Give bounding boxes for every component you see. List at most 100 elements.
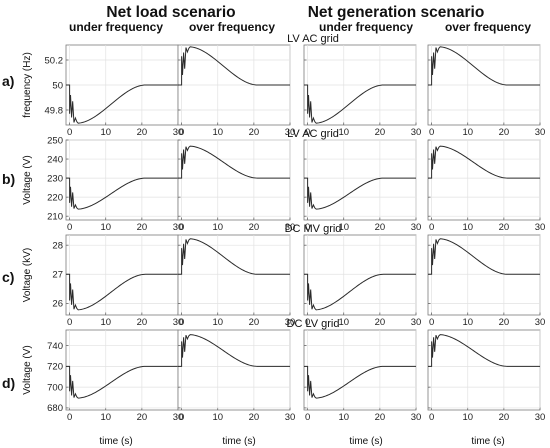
x-tick-label: 10	[462, 317, 473, 328]
column-header-over-frequency-2: over frequency	[445, 20, 531, 34]
y-tick-label: 210	[47, 211, 63, 222]
subplot-panel: 0 10 20 30	[177, 139, 295, 233]
y-axis-label: Voltage (V)	[22, 155, 33, 204]
x-tick-label: 30	[411, 317, 422, 328]
x-tick-label: 20	[499, 222, 510, 233]
x-tick-label: 0	[179, 412, 184, 423]
series-line	[304, 177, 416, 210]
scenario-title-net-generation: Net generation scenario	[308, 4, 485, 21]
x-tick-label: 10	[100, 317, 111, 328]
x-tick-label: 30	[285, 127, 296, 138]
y-axis-label: Voltage (kV)	[22, 248, 33, 302]
x-tick-label: 0	[305, 412, 310, 423]
x-tick-label: 0	[179, 127, 184, 138]
plot-frame	[177, 234, 291, 316]
x-tick-label: 0	[67, 222, 72, 233]
y-tick-label: 26	[52, 299, 63, 310]
plot-frame	[177, 139, 291, 221]
plot-frame	[65, 234, 179, 316]
y-tick-label: 220	[47, 192, 63, 203]
column-header-over-frequency-1: over frequency	[189, 20, 275, 34]
subplot-panel: 0 10 20 30	[427, 139, 546, 233]
x-tick-label: 20	[499, 412, 510, 423]
subplot-panel: 0 10 20 30	[303, 44, 421, 138]
plot-frame	[427, 329, 541, 411]
row-label-c: c)	[2, 269, 14, 285]
column-header-under-frequency-1: under frequency	[69, 20, 163, 34]
series-line	[66, 273, 178, 311]
x-tick-label: 30	[173, 317, 184, 328]
subplot-panel: 0 10 20 30	[427, 329, 545, 423]
x-tick-label: 0	[179, 222, 184, 233]
x-tick-label: 0	[179, 317, 184, 328]
x-tick-label: 20	[375, 317, 386, 328]
x-axis-label-2: time (s)	[222, 436, 255, 447]
y-axis-label: Voltage (V)	[22, 345, 33, 394]
x-tick-label: 30	[535, 222, 546, 233]
series-line	[66, 365, 178, 399]
plot-frame	[177, 329, 291, 411]
column-header-under-frequency-2: under frequency	[319, 20, 413, 34]
x-tick-label: 10	[338, 412, 349, 423]
series-line	[428, 46, 540, 86]
series-line	[304, 84, 416, 124]
x-tick-label: 20	[137, 317, 148, 328]
series-line	[304, 365, 416, 399]
row-title-b: LV AC grid	[287, 128, 339, 140]
subplot-panel: 0 10 20 30	[177, 329, 296, 423]
plot-frame	[303, 234, 417, 316]
x-tick-label: 30	[285, 412, 296, 423]
plot-frame	[427, 234, 541, 316]
x-tick-label: 20	[249, 317, 260, 328]
x-tick-label: 10	[338, 127, 349, 138]
subplot-panel: 0 10 20 30 210 220 230 240 250	[47, 135, 183, 233]
y-tick-label: 250	[47, 135, 63, 146]
x-tick-label: 0	[305, 127, 310, 138]
row-label-d: d)	[2, 375, 15, 391]
row-title-d: DC LV grid	[287, 318, 340, 330]
y-axis-label: frequency (Hz)	[22, 52, 33, 118]
plot-frame	[427, 139, 541, 221]
subplot-panel: 0 10 20 30 26 27 28	[52, 234, 184, 328]
x-tick-label: 10	[462, 222, 473, 233]
series-line	[178, 238, 290, 275]
x-axis-label-1: time (s)	[99, 436, 132, 447]
subplot-panel: 0 10 20 30	[177, 44, 296, 138]
series-line	[66, 177, 178, 210]
y-tick-label: 740	[47, 341, 63, 352]
x-axis-label-3: time (s)	[349, 436, 382, 447]
subplot-panel: 0 10 20 30	[427, 234, 545, 328]
plot-frame	[65, 139, 179, 221]
x-tick-label: 0	[305, 317, 310, 328]
y-tick-label: 50.2	[45, 55, 64, 66]
row-title-c: DC MV grid	[285, 223, 342, 235]
x-tick-label: 20	[375, 412, 386, 423]
row-title-a: LV AC grid	[287, 33, 339, 45]
x-tick-label: 10	[100, 127, 111, 138]
x-tick-label: 20	[375, 222, 386, 233]
x-tick-label: 0	[429, 222, 434, 233]
x-tick-label: 0	[67, 412, 72, 423]
x-tick-label: 0	[305, 222, 310, 233]
x-tick-label: 0	[429, 127, 434, 138]
x-tick-label: 30	[173, 412, 184, 423]
x-tick-label: 10	[212, 412, 223, 423]
series-line	[428, 145, 540, 179]
series-line	[304, 273, 416, 311]
y-tick-label: 720	[47, 362, 63, 373]
x-tick-label: 0	[67, 317, 72, 328]
y-tick-label: 28	[52, 240, 63, 251]
plot-frame	[303, 139, 417, 221]
plot-frame	[65, 329, 179, 411]
subplot-panel: 0 10 20 30	[303, 329, 422, 423]
x-tick-label: 20	[249, 127, 260, 138]
x-tick-label: 30	[411, 412, 422, 423]
x-tick-label: 10	[100, 222, 111, 233]
x-tick-label: 10	[462, 127, 473, 138]
series-line	[428, 238, 540, 275]
x-tick-label: 10	[462, 412, 473, 423]
y-tick-label: 700	[47, 382, 63, 393]
x-tick-label: 30	[411, 222, 422, 233]
